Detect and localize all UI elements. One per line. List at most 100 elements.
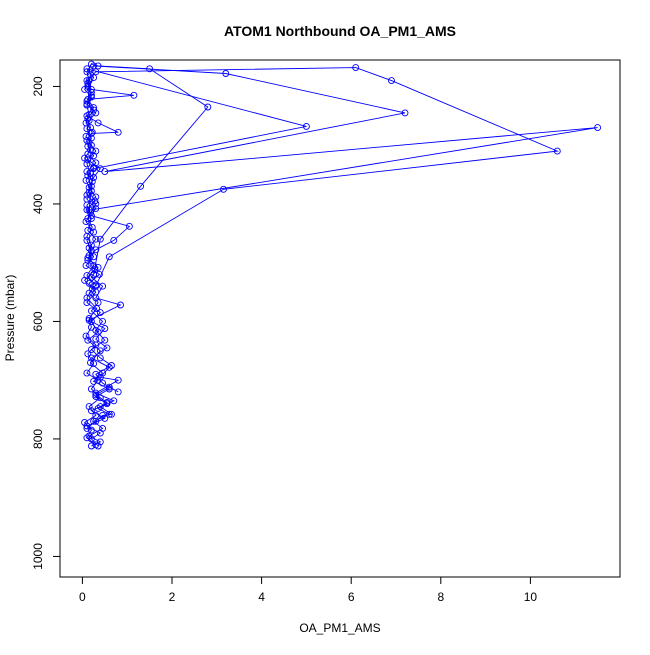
- data-point: [114, 128, 122, 136]
- data-point: [84, 215, 92, 223]
- data-point: [101, 325, 109, 332]
- data-point: [222, 70, 230, 77]
- data-point: [101, 336, 109, 344]
- data-point: [99, 317, 107, 325]
- data-point: [553, 147, 561, 155]
- data-point: [85, 403, 93, 411]
- x-tick-label: 2: [169, 590, 176, 604]
- series-points: [81, 60, 602, 450]
- data-point: [82, 262, 90, 270]
- data-point: [92, 205, 100, 213]
- data-point: [108, 410, 115, 418]
- data-point: [83, 434, 91, 442]
- data-point: [90, 165, 98, 173]
- data-point: [96, 403, 104, 411]
- y-tick-label: 600: [31, 311, 45, 331]
- data-point: [92, 389, 100, 397]
- data-point: [90, 377, 98, 385]
- x-tick-label: 6: [348, 590, 355, 604]
- data-point: [401, 109, 409, 117]
- data-point: [92, 68, 100, 76]
- data-point: [110, 236, 118, 244]
- x-axis: 0 2 4 6 8 10: [79, 576, 537, 604]
- data-point: [87, 187, 95, 195]
- series-line: [86, 67, 560, 447]
- data-point: [105, 363, 113, 371]
- data-point: [87, 442, 95, 450]
- data-point: [87, 359, 94, 367]
- data-point: [146, 65, 154, 73]
- data-point: [83, 232, 91, 240]
- data-point: [87, 88, 95, 96]
- data-point: [105, 383, 113, 391]
- data-point: [85, 138, 93, 146]
- data-point: [83, 299, 91, 307]
- data-point: [99, 379, 107, 387]
- data-point: [84, 156, 92, 164]
- y-tick-label: 800: [31, 429, 45, 449]
- data-point: [90, 62, 98, 70]
- data-point: [83, 369, 91, 377]
- data-point: [85, 252, 93, 260]
- data-point: [82, 176, 90, 184]
- data-point: [83, 65, 91, 73]
- data-point: [90, 262, 98, 270]
- data-point: [87, 307, 95, 315]
- y-tick-label: 400: [31, 194, 45, 214]
- y-axis-label: Pressure (mbar): [3, 275, 17, 362]
- data-point: [87, 91, 95, 99]
- data-point: [92, 281, 100, 289]
- data-point: [105, 253, 113, 261]
- data-point: [87, 407, 95, 415]
- data-point: [94, 263, 102, 271]
- data-point: [84, 115, 92, 123]
- data-point: [83, 195, 91, 203]
- data-point: [83, 236, 91, 244]
- y-tick-label: 200: [31, 76, 45, 96]
- data-point: [125, 222, 133, 230]
- data-point: [352, 64, 360, 72]
- data-point: [83, 100, 91, 108]
- data-point: [90, 360, 98, 368]
- data-point: [594, 124, 602, 132]
- chart-title: ATOM1 Northbound OA_PM1_AMS: [224, 23, 456, 39]
- data-point: [83, 125, 91, 133]
- data-point: [85, 206, 93, 214]
- data-point: [99, 369, 107, 377]
- data-point: [105, 385, 113, 393]
- data-point: [92, 200, 100, 208]
- data-point: [88, 223, 96, 231]
- series-line: [85, 68, 307, 429]
- data-point: [84, 95, 92, 103]
- data-point: [96, 235, 104, 243]
- data-point: [99, 282, 107, 290]
- data-point: [92, 335, 100, 343]
- x-axis-label: OA_PM1_AMS: [299, 621, 380, 635]
- data-point: [92, 391, 100, 399]
- data-point: [84, 142, 92, 150]
- data-point: [130, 91, 138, 99]
- data-point: [90, 74, 98, 82]
- data-point: [90, 417, 98, 425]
- data-point: [83, 168, 91, 176]
- data-point: [94, 328, 102, 336]
- data-point: [87, 354, 95, 362]
- data-point: [85, 432, 93, 440]
- data-point: [87, 385, 95, 393]
- data-point: [96, 438, 104, 446]
- data-point: [388, 77, 395, 85]
- data-point: [95, 270, 103, 278]
- data-point: [91, 197, 99, 205]
- y-tick-label: 1000: [31, 543, 45, 570]
- data-point: [96, 165, 104, 173]
- data-point: [94, 442, 102, 450]
- data-point: [220, 185, 227, 193]
- x-tick-label: 0: [79, 590, 86, 604]
- data-point: [88, 178, 96, 186]
- data-point: [99, 411, 107, 419]
- x-tick-label: 8: [437, 590, 444, 604]
- data-point: [83, 206, 91, 214]
- data-point: [83, 422, 91, 430]
